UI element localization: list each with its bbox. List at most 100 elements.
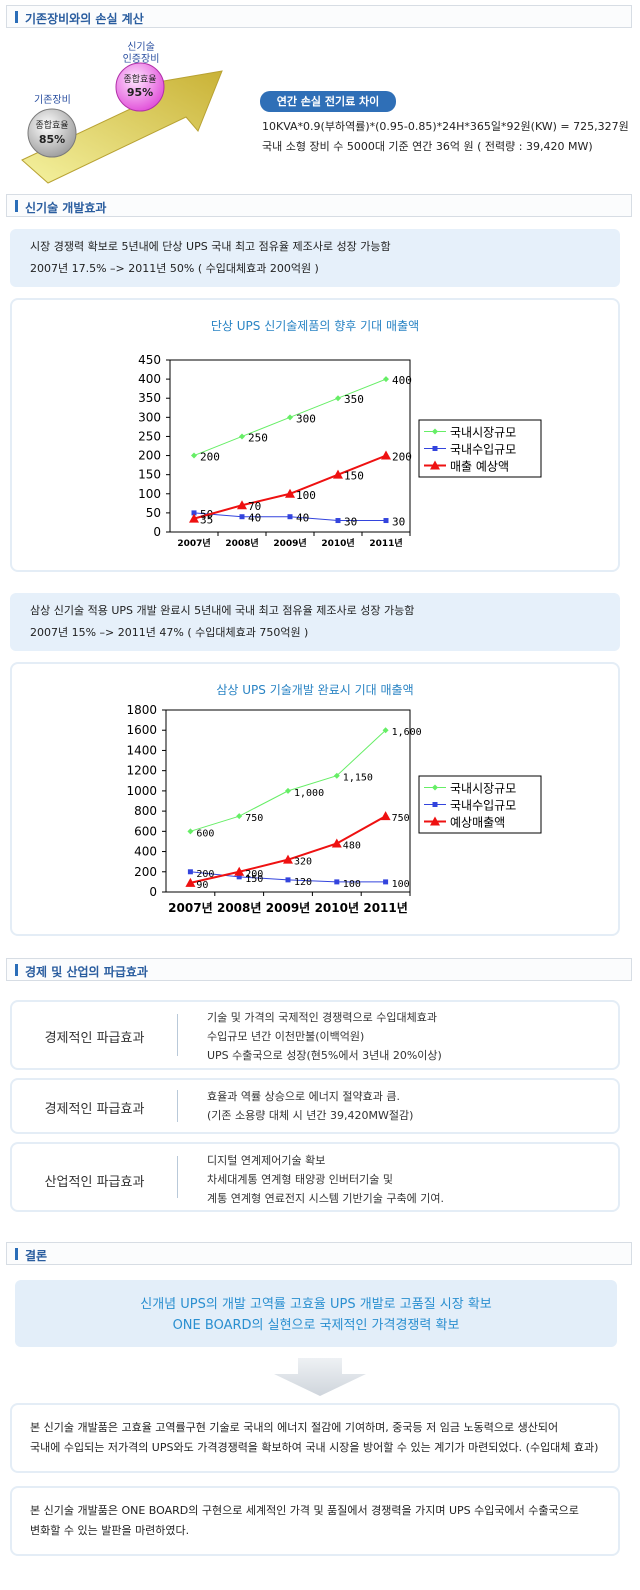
intro-box-single-phase: 시장 경쟁력 확보로 5년내에 단상 UPS 국내 최고 점유율 제조사로 성장… (10, 229, 620, 287)
data-point (189, 513, 199, 523)
data-label: 150 (344, 470, 364, 483)
data-point (236, 874, 242, 880)
intro-box-three-phase: 삼상 신기술 적용 UPS 개발 완료시 5년내에 국내 최고 점유율 제조사로… (10, 593, 620, 651)
data-label: 400 (392, 374, 412, 387)
new-equipment-label-2: 인증장비 (122, 54, 160, 65)
effect-label: 경제적인 파급효과 (44, 1031, 145, 1046)
y-tick-label: 200 (134, 865, 157, 879)
y-tick-label: 1000 (126, 784, 157, 798)
single-phase-sales-chart: 0 50 100 150 200 250 300 350 400 450 2007년 2008년 200… (138, 353, 542, 549)
chart-title: 삼상 UPS 기술개발 완료시 기대 매출액 (216, 683, 414, 697)
data-point (334, 879, 340, 885)
legend-marker (430, 816, 440, 826)
data-point (285, 488, 295, 498)
conclusion-paragraph-line: 본 신기술 개발품은 ONE BOARD의 구현으로 세계적인 가격 및 품질에… (30, 1504, 579, 1517)
intro-line: 삼상 신기술 적용 UPS 개발 완료시 5년내에 국내 최고 점유율 제조사로… (30, 604, 415, 617)
data-label: 1,000 (294, 788, 324, 799)
data-point (234, 866, 245, 876)
effect-line: 차세대계통 연계형 태양광 인버터기술 및 (207, 1173, 394, 1186)
y-tick-label: 1800 (126, 703, 157, 717)
effect-label: 경제적인 파급효과 (44, 1102, 145, 1117)
data-label: 200 (196, 869, 214, 880)
legend-label: 국내시장규모 (450, 782, 516, 796)
data-label: 100 (392, 879, 410, 890)
data-label: 1,150 (343, 773, 373, 784)
section-marker (15, 1248, 18, 1260)
data-point (239, 433, 245, 440)
data-label: 320 (294, 857, 312, 868)
legend-marker (432, 784, 438, 791)
new-efficiency-value: 95% (126, 86, 154, 99)
legend-marker (432, 428, 438, 435)
legend-label: 국내수입규모 (450, 443, 516, 457)
old-efficiency-circle (27, 108, 77, 158)
y-tick-label: 100 (138, 487, 161, 501)
x-tick-label: 2010년 (321, 537, 354, 549)
y-tick-label: 150 (138, 468, 161, 482)
effect-line: (기존 소용량 대체 시 년간 39,420MW절감) (207, 1109, 414, 1122)
annual-loss-formula: 10KVA*0.9(부하역률)*(0.95-0.85)*24H*365일*92원… (262, 120, 629, 133)
data-point (191, 452, 197, 459)
effect-line: UPS 수출국으로 성장(현5%에서 3년내 20%이상) (207, 1049, 442, 1062)
data-point (187, 828, 194, 835)
new-efficiency-circle (115, 62, 165, 112)
section-title: 기존장비와의 손실 계산 (25, 12, 144, 26)
data-label: 30 (344, 516, 357, 529)
x-tick-label: 2011년 (363, 901, 407, 915)
conclusion-headline: ONE BOARD의 실현으로 국제적인 가격경쟁력 확보 (172, 1318, 460, 1333)
chart-panel-single-phase: 단상 UPS 신기술제품의 향후 기대 매출액 0 50 100 150 200 250 3… (10, 298, 620, 572)
conclusion-paragraph-box-2: 본 신기술 개발품은 ONE BOARD의 구현으로 세계적인 가격 및 품질에… (10, 1486, 620, 1556)
data-label: 35 (200, 514, 213, 527)
data-point (383, 518, 389, 524)
legend-marker (432, 802, 438, 807)
effect-line: 디지털 연계제어기술 확보 (207, 1154, 326, 1167)
y-tick-label: 1200 (126, 764, 157, 778)
y-tick-label: 350 (138, 391, 161, 405)
old-efficiency-value: 85% (38, 133, 66, 146)
section-title: 결론 (25, 1249, 48, 1263)
y-tick-label: 800 (134, 804, 157, 818)
data-label: 300 (296, 412, 316, 425)
data-point (287, 414, 293, 421)
data-point (333, 772, 340, 779)
effect-line: 수입규모 년간 이천만불(이백억원) (207, 1030, 365, 1043)
data-point (333, 469, 343, 479)
data-point (331, 838, 342, 848)
data-point (236, 813, 243, 820)
down-arrow-icon (274, 1358, 366, 1396)
efficiency-comparison-graphic (21, 62, 223, 184)
new-equipment-label-1: 신기술 (127, 42, 155, 53)
conclusion-headline-box: 신개념 UPS의 개발 고역률 고효율 UPS 개발로 고품질 시장 확보 ON… (15, 1280, 617, 1347)
data-label: 350 (344, 393, 364, 406)
chart-panel-three-phase: 삼상 UPS 기술개발 완료시 기대 매출액 0 200 400 600 800 1000… (10, 662, 620, 936)
data-point (381, 450, 391, 460)
y-tick-label: 1600 (126, 723, 157, 737)
old-efficiency-caption: 종합효율 (35, 121, 69, 131)
x-tick-label: 2009년 (273, 537, 306, 549)
x-tick-label: 2007년 (177, 537, 210, 549)
effect-line: 효율과 역률 상승으로 에너지 절약효과 큼. (207, 1090, 401, 1103)
data-point (382, 727, 389, 734)
annual-loss-badge: 연간 손실 전기료 차이 (260, 91, 396, 112)
y-tick-label: 400 (134, 845, 157, 859)
data-label: 40 (248, 512, 261, 525)
section-header-conclusion: 결론 (6, 1242, 632, 1265)
conclusion-paragraph-line: 변화할 수 있는 발판을 마련하였다. (30, 1524, 190, 1537)
legend-marker (432, 446, 438, 451)
data-point (380, 811, 391, 821)
y-tick-label: 200 (138, 449, 161, 463)
data-label: 250 (248, 431, 268, 444)
data-label: 120 (294, 877, 312, 888)
data-label: 600 (196, 828, 214, 839)
section-header-newtech: 신기술 개발효과 (6, 194, 632, 217)
x-tick-label: 2009년 (266, 901, 310, 915)
effect-box-industrial: 산업적인 파급효과 디지털 연계제어기술 확보 차세대계통 연계형 태양광 인버… (10, 1142, 620, 1212)
data-label: 70 (248, 500, 261, 513)
data-label: 200 (200, 451, 220, 464)
effect-box-economic-2: 경제적인 파급효과 효율과 역률 상승으로 에너지 절약효과 큼. (기존 소용… (10, 1078, 620, 1134)
data-label: 200 (245, 869, 263, 880)
y-tick-label: 300 (138, 410, 161, 424)
y-tick-label: 0 (149, 885, 157, 899)
y-tick-label: 250 (138, 429, 161, 443)
x-tick-label: 2008년 (217, 901, 261, 915)
